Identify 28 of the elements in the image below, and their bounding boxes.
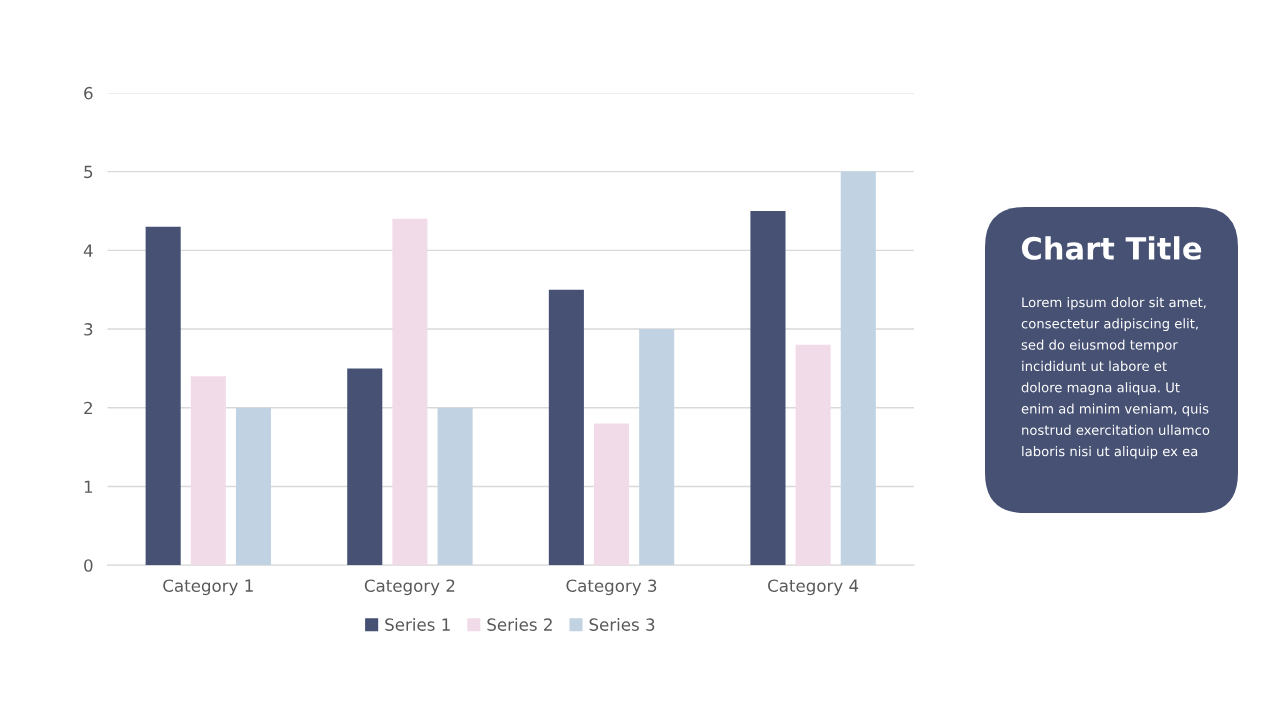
bar [593, 423, 630, 566]
x-tick-label: Category 4 [768, 579, 859, 596]
bar [548, 289, 584, 566]
text: Chart Title [1021, 236, 1202, 260]
legend-label: Series 3 [589, 617, 655, 631]
y-tick-label: 4 [83, 244, 93, 257]
x-tick-label: Category 3 [566, 579, 657, 596]
legend-label: Series 2 [487, 617, 552, 631]
bar [392, 218, 428, 566]
bar [639, 329, 675, 566]
bar [750, 210, 786, 566]
bar [145, 226, 181, 566]
y-tick-label: 0 [84, 559, 93, 572]
bar [235, 407, 272, 566]
y-tick-label: 1 [84, 480, 93, 493]
bar [347, 368, 383, 566]
legend-label: Series 1 [385, 617, 450, 631]
text: Lorem ipsum dolor sit amet, consectetur adipiscing elit, sed do eiusmod tempor incididunt ut labore et dolore magna aliqua. Ut enim ad minim veniam, quis nostrud exercitation ullamco laboris nisi ut aliquip ex ea [1021, 297, 1210, 459]
y-tick-label: 5 [84, 165, 93, 179]
bar [795, 344, 831, 566]
y-tick-label: 2 [84, 401, 92, 415]
bar [437, 407, 473, 566]
y-tick-label: 3 [84, 323, 93, 336]
x-tick-label: Category 2 [364, 579, 455, 596]
bar [190, 376, 226, 566]
y-tick-label: 6 [84, 86, 93, 100]
x-tick-label: Category 1 [163, 579, 253, 596]
bar [840, 171, 876, 566]
